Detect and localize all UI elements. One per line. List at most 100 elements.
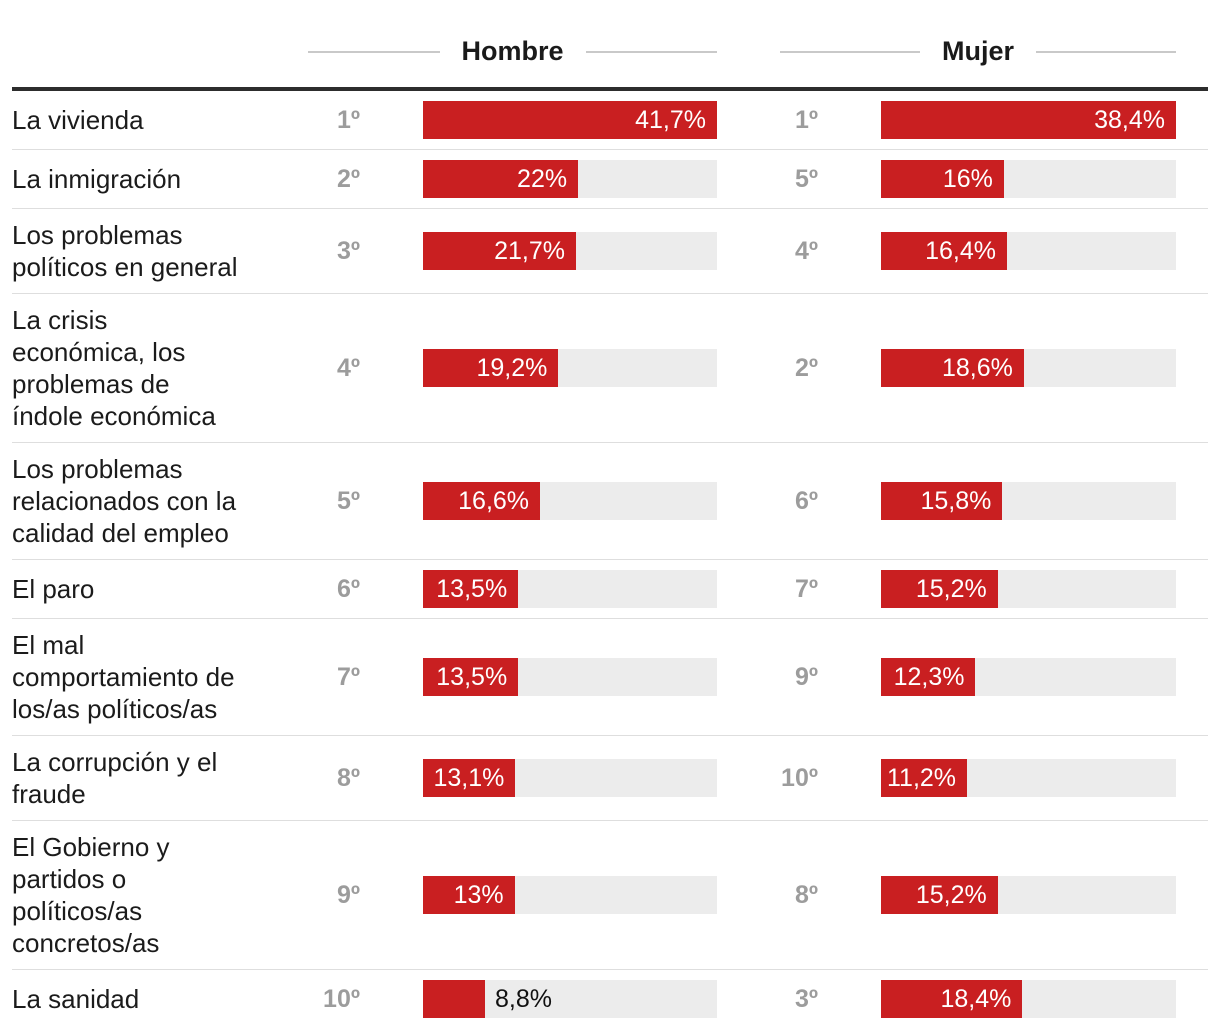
category-label: El Gobierno y partidos o políticos/as co… (12, 832, 170, 958)
bar-track-hombre: 13,5% (423, 570, 717, 608)
header-rule-right (1036, 50, 1177, 53)
rank-mujer: 2º (794, 353, 818, 382)
bar-track-hombre: 13,5% (423, 658, 717, 696)
table-row: La corrupción y el fraude 8º 13,1% 10º 1… (12, 736, 1208, 821)
bar-value-label: 18,6% (942, 353, 1013, 382)
bar-fill-mujer: 15,2% (881, 876, 998, 914)
bar-track-mujer: 15,2% (881, 570, 1176, 608)
table-row: La crisis económica, los problemas de ín… (12, 294, 1208, 443)
bar-track-hombre: 13,1% (423, 759, 717, 797)
column-title-mujer: Mujer (942, 36, 1015, 66)
bar-track-mujer: 38,4% (881, 101, 1176, 139)
rank-mujer: 5º (794, 164, 818, 193)
bar-track-mujer: 11,2% (881, 759, 1176, 797)
bar-track-mujer: 16,4% (881, 232, 1176, 270)
bar-value-label: 38,4% (1094, 105, 1165, 134)
rank-hombre: 6º (336, 574, 360, 603)
bar-value-label: 13,5% (436, 662, 508, 691)
bar-fill-hombre (423, 980, 486, 1018)
bar-value-label: 18,4% (940, 984, 1012, 1013)
bar-fill-mujer: 18,4% (881, 980, 1023, 1018)
rank-hombre: 5º (336, 486, 360, 515)
bar-fill-hombre: 21,7% (423, 232, 576, 270)
rows-container: La vivienda 1º 41,7% 1º 38,4% La inmigra… (12, 91, 1208, 1028)
bar-fill-hombre: 19,2% (423, 349, 559, 387)
category-label: La sanidad (12, 984, 140, 1014)
bar-value-label: 19,2% (476, 353, 548, 382)
bar-fill-mujer: 15,2% (881, 570, 998, 608)
category-label: Los problemas políticos en general (12, 220, 238, 282)
bar-track-mujer: 18,4% (881, 980, 1176, 1018)
bar-value-label: 13,1% (433, 763, 505, 792)
bar-value-label: 13% (453, 880, 504, 909)
bar-fill-mujer: 12,3% (881, 658, 976, 696)
rank-hombre: 10º (323, 984, 360, 1013)
bar-value-label: 13,5% (436, 574, 508, 603)
bar-track-hombre: 22% (423, 160, 717, 198)
table-row: Los problemas relacionados con la calida… (12, 443, 1208, 560)
rank-hombre: 8º (336, 763, 360, 792)
rank-mujer: 9º (794, 662, 818, 691)
header-divider-rule (12, 87, 1208, 91)
rank-mujer: 7º (794, 574, 818, 603)
bar-track-mujer: 15,2% (881, 876, 1176, 914)
bar-fill-hombre: 13,5% (423, 658, 519, 696)
bar-value-label: 11,2% (887, 763, 957, 792)
category-label: El mal comportamiento de los/as político… (12, 630, 235, 724)
rank-mujer: 10º (781, 763, 818, 792)
bar-value-label: 15,2% (915, 880, 987, 909)
rank-mujer: 4º (794, 236, 818, 265)
header-rule-right (585, 50, 718, 53)
bar-value-label: 16,4% (925, 236, 996, 265)
bar-track-hombre: 21,7% (423, 232, 717, 270)
bar-value-label: 41,7% (635, 105, 706, 134)
table-row: La sanidad 10º 8,8% 3º 18,4% (12, 970, 1208, 1028)
bar-fill-hombre: 13,5% (423, 570, 519, 608)
bar-fill-hombre: 22% (423, 160, 579, 198)
bar-value-label: 15,8% (920, 486, 992, 515)
bar-track-hombre: 13% (423, 876, 717, 914)
table-row: La inmigración 2º 22% 5º 16% (12, 150, 1208, 209)
table-row: El Gobierno y partidos o políticos/as co… (12, 821, 1208, 970)
bar-value-label: 21,7% (494, 236, 565, 265)
bar-fill-mujer: 38,4% (881, 101, 1176, 139)
rank-hombre: 2º (336, 164, 360, 193)
header-rule-left (308, 50, 440, 53)
rank-mujer: 3º (794, 984, 818, 1013)
table-row: El mal comportamiento de los/as político… (12, 619, 1208, 736)
table-row: La vivienda 1º 41,7% 1º 38,4% (12, 91, 1208, 150)
bar-value-label: 16% (942, 164, 993, 193)
rank-mujer: 1º (794, 105, 818, 134)
bar-fill-mujer: 16% (881, 160, 1004, 198)
bar-value-label: 22% (517, 164, 568, 193)
bar-fill-hombre: 41,7% (423, 101, 717, 139)
rank-hombre: 9º (336, 880, 360, 909)
category-label: La inmigración (12, 164, 182, 194)
category-label: La vivienda (12, 105, 144, 135)
bar-value-label: 12,3% (893, 662, 965, 691)
bar-fill-mujer: 18,6% (881, 349, 1024, 387)
bar-track-mujer: 16% (881, 160, 1176, 198)
column-header-hombre: Hombre (308, 36, 718, 67)
rank-hombre: 4º (336, 353, 360, 382)
category-label: El paro (12, 574, 95, 604)
column-title-hombre: Hombre (461, 36, 564, 66)
bar-track-hombre: 16,6% (423, 482, 717, 520)
bar-fill-mujer: 15,8% (881, 482, 1003, 520)
bar-track-mujer: 15,8% (881, 482, 1176, 520)
category-label: La corrupción y el fraude (12, 747, 218, 809)
bar-track-hombre: 19,2% (423, 349, 717, 387)
rank-mujer: 8º (794, 880, 818, 909)
rank-hombre: 3º (336, 236, 360, 265)
bar-value-label: 15,2% (915, 574, 987, 603)
bar-fill-hombre: 13% (423, 876, 515, 914)
bar-track-mujer: 12,3% (881, 658, 1176, 696)
category-label: Los problemas relacionados con la calida… (12, 454, 237, 548)
bar-value-label: 8,8% (495, 984, 553, 1013)
category-label: La crisis económica, los problemas de ín… (12, 305, 216, 431)
rank-mujer: 6º (794, 486, 818, 515)
table-row: Los problemas políticos en general 3º 21… (12, 209, 1208, 294)
rank-hombre: 7º (336, 662, 360, 691)
bar-fill-mujer: 16,4% (881, 232, 1007, 270)
